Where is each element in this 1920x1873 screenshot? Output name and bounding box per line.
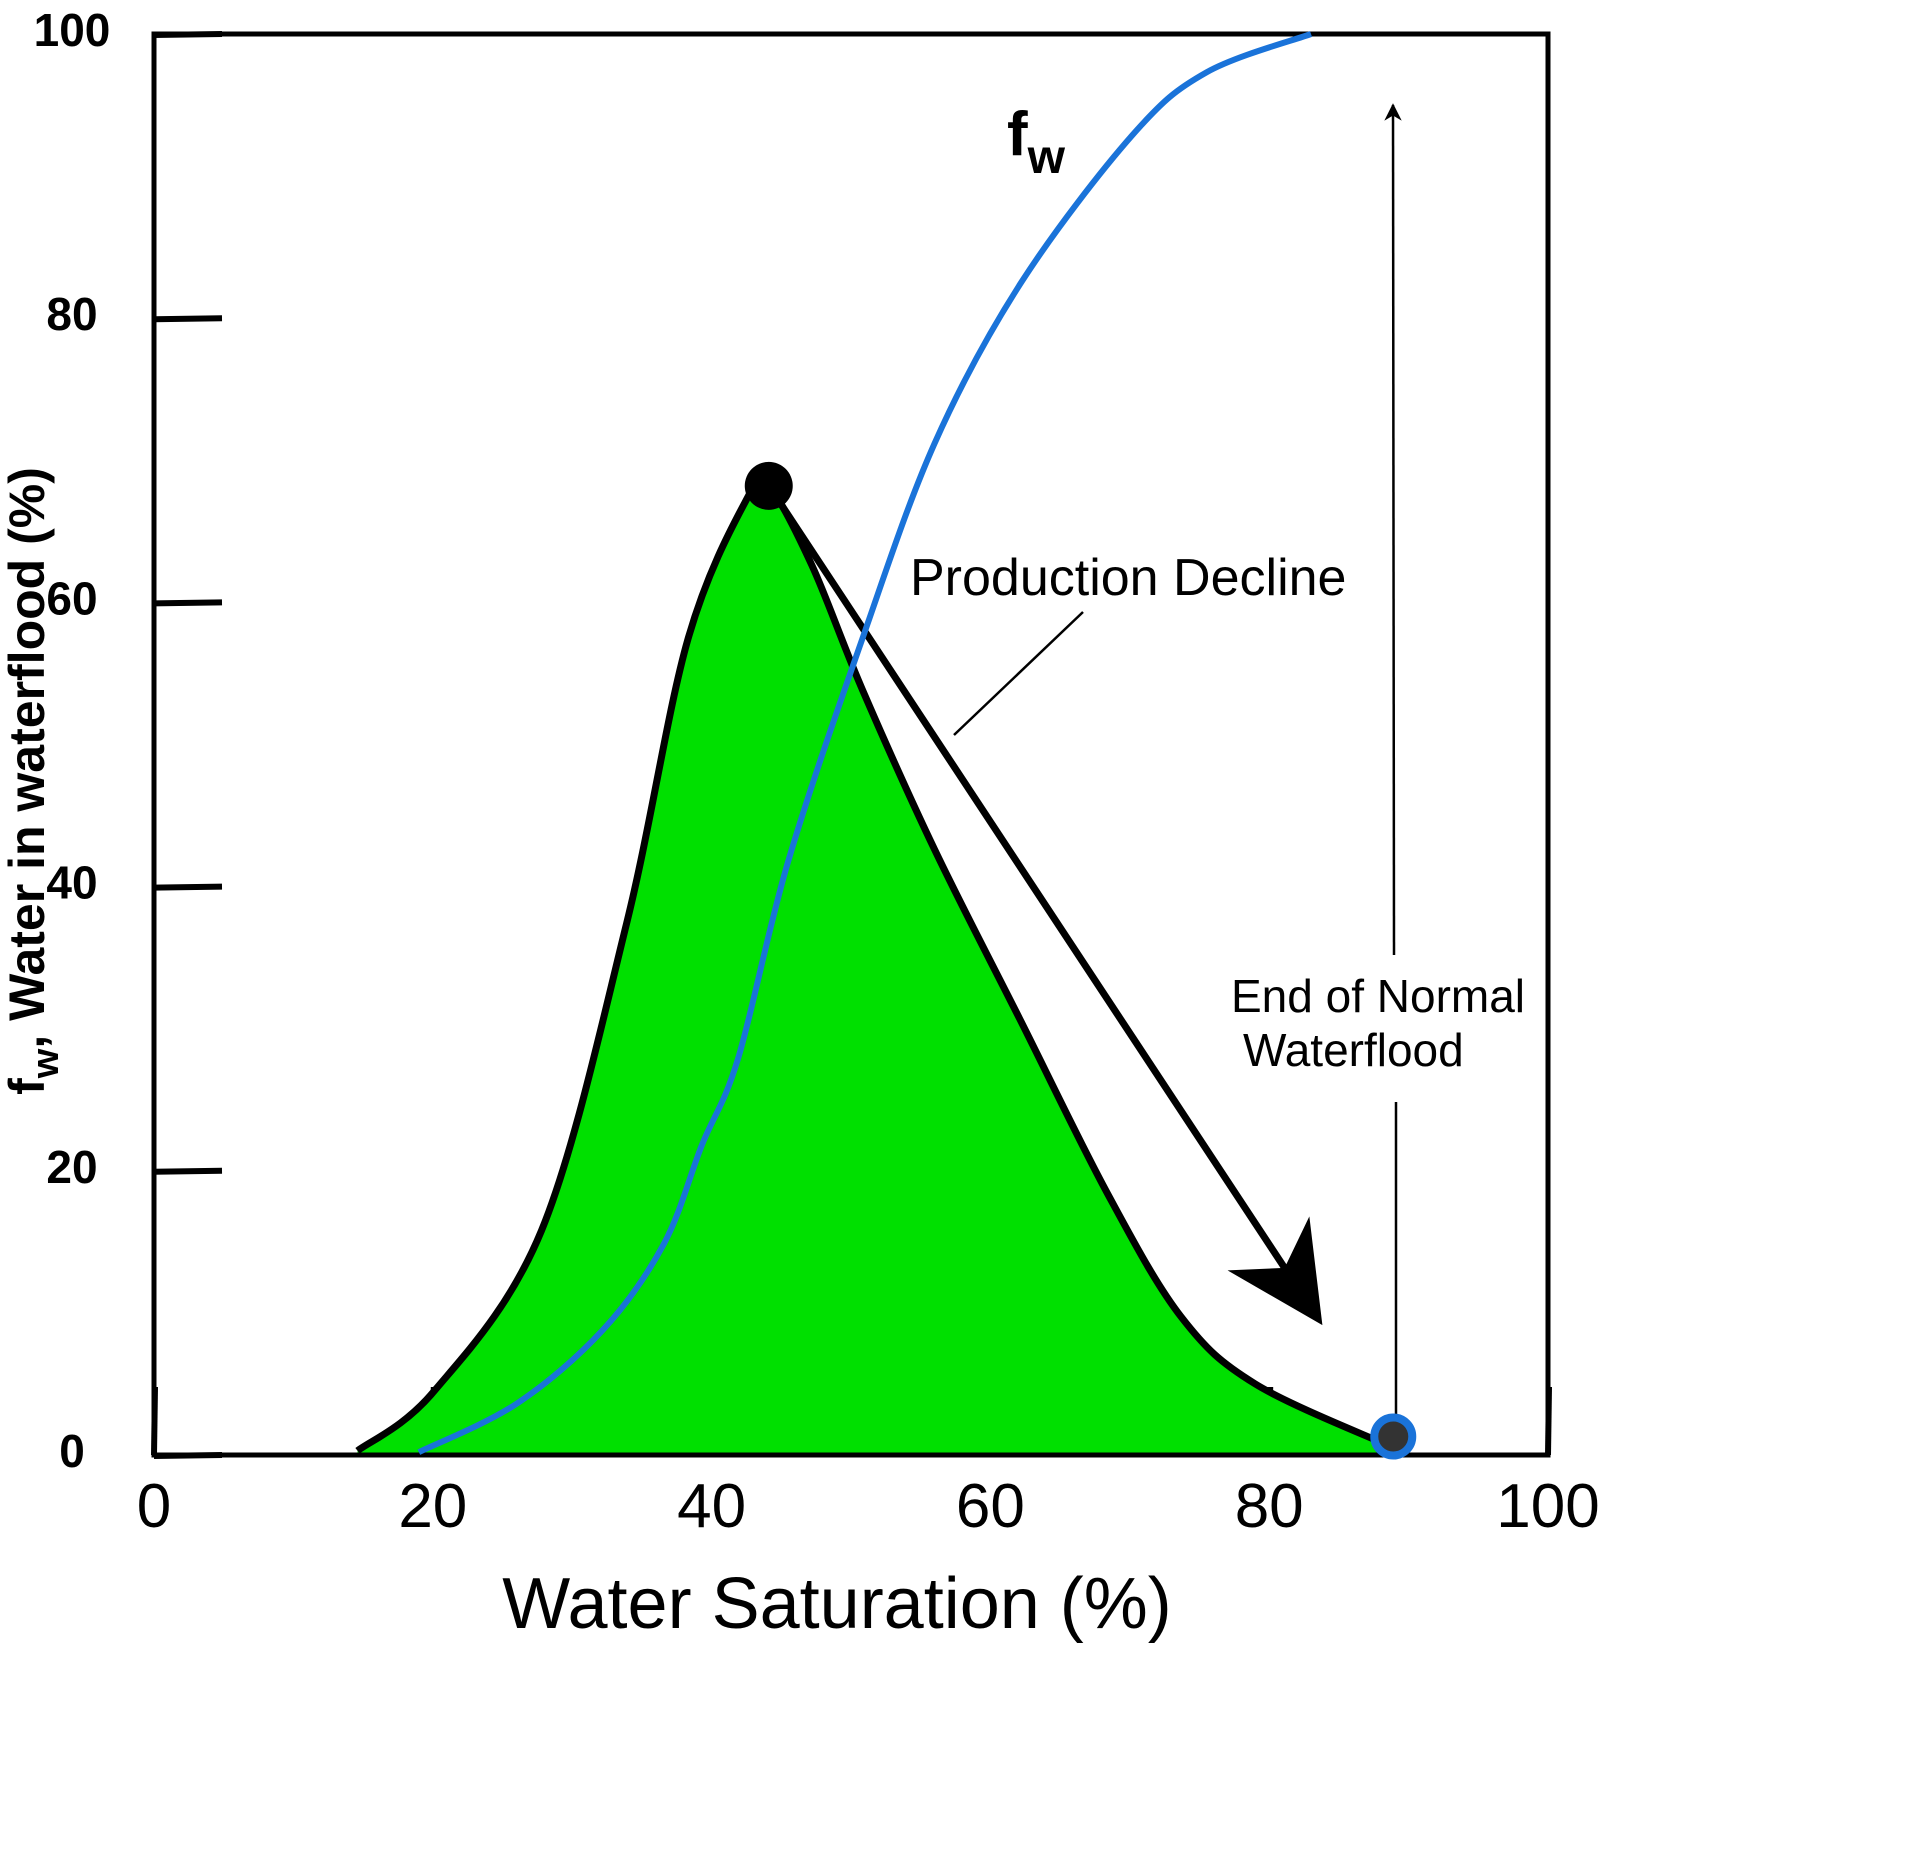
leader-line	[953, 611, 1084, 736]
y-tick-label: 20	[46, 1141, 97, 1193]
fw-f: f	[1007, 100, 1028, 169]
plot-frame	[151, 31, 1551, 1458]
x-axis-title: Water Saturation (%)	[502, 1564, 1172, 1644]
y-tick-label: 0	[59, 1425, 85, 1477]
y-tick-label: 100	[34, 4, 111, 56]
x-tick-label: 20	[398, 1472, 467, 1541]
line	[417, 31, 1313, 1455]
end-arrow	[1384, 103, 1402, 956]
area	[357, 476, 1391, 1455]
y-tick	[153, 599, 223, 607]
y-axis-title: fw, Water in waterflood (%)	[0, 467, 67, 1095]
y-tick-label: 80	[46, 288, 97, 340]
y-tick	[153, 315, 223, 323]
x-tick-label: 0	[137, 1472, 171, 1541]
y-title-sub: w	[25, 1048, 67, 1079]
line	[355, 472, 1392, 1454]
plot	[151, 31, 1552, 1459]
x-tick-label: 80	[1235, 1472, 1304, 1541]
y-tick-label: 40	[46, 857, 97, 909]
y-title-f: f	[0, 1078, 55, 1095]
x-tick-label: 100	[1496, 1472, 1599, 1541]
end-label: End of Normal	[1231, 970, 1525, 1022]
fw-sub: w	[1027, 131, 1066, 184]
point	[1370, 1413, 1417, 1460]
x-tick-label: 40	[677, 1472, 746, 1541]
y-tick	[153, 883, 223, 891]
decline-arrow	[766, 484, 1323, 1326]
y-tick-label: 60	[46, 572, 97, 624]
point	[744, 461, 793, 510]
end-label: Waterflood	[1243, 1024, 1464, 1076]
decline-label: Production Decline	[910, 549, 1346, 607]
x-tick-label: 60	[956, 1472, 1025, 1541]
y-tick	[153, 1167, 223, 1175]
y-title-rest: , Water in waterflood (%)	[0, 467, 55, 1049]
fw-label: fw	[1007, 100, 1066, 184]
